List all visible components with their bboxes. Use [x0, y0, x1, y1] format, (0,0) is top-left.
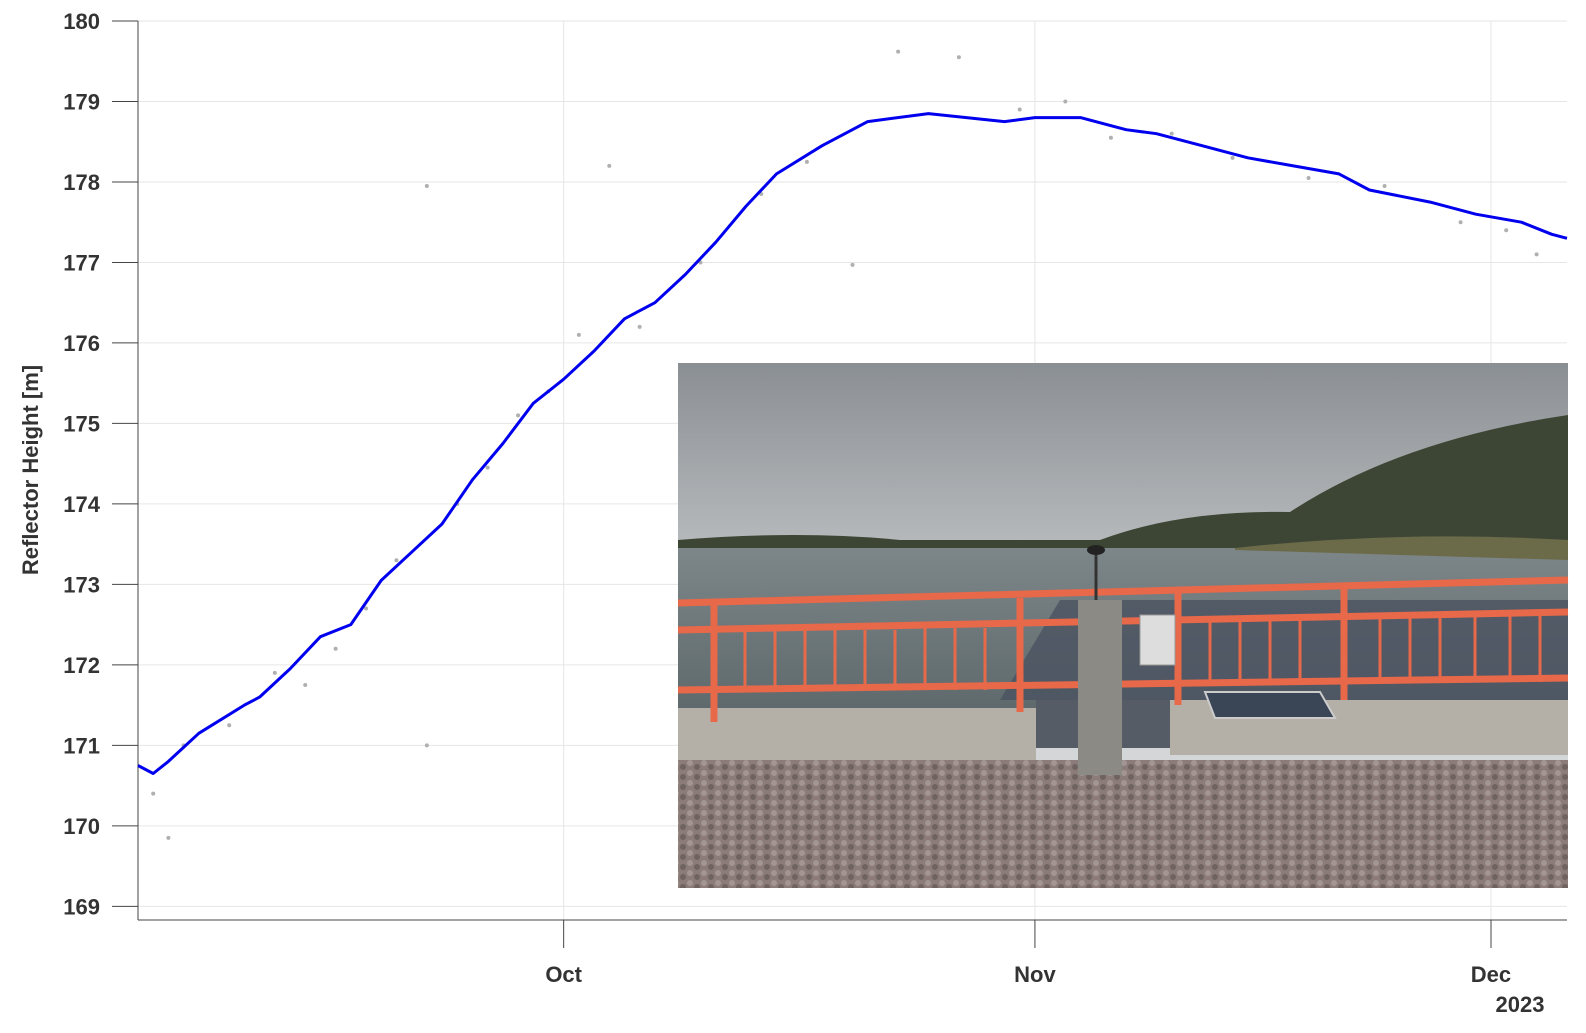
x-tick-label: Nov — [1014, 962, 1056, 987]
point — [227, 723, 232, 728]
y-tick-label: 171 — [63, 733, 100, 758]
point — [1063, 99, 1068, 104]
x-year-label: 2023 — [1496, 992, 1545, 1017]
point — [637, 324, 642, 329]
point — [424, 183, 429, 188]
point — [1504, 228, 1509, 233]
x-tick-label: Dec — [1471, 962, 1511, 987]
point — [364, 606, 369, 611]
point — [804, 159, 809, 164]
point — [151, 791, 156, 796]
inset-photo — [677, 363, 1569, 888]
y-tick-label: 180 — [63, 9, 100, 34]
point — [1169, 131, 1174, 136]
point — [516, 413, 521, 418]
line — [137, 112, 1568, 775]
point — [303, 682, 308, 687]
y-tick-label: 170 — [63, 814, 100, 839]
y-tick-label: 177 — [63, 250, 100, 275]
point — [1108, 135, 1113, 140]
point — [1534, 252, 1539, 257]
point — [607, 163, 612, 168]
y-axis-label: Reflector Height [m] — [18, 365, 43, 575]
y-tick-label: 172 — [63, 653, 100, 678]
point — [896, 49, 901, 54]
point — [485, 465, 490, 470]
point — [333, 646, 338, 651]
point — [1458, 220, 1463, 225]
point — [394, 558, 399, 563]
point — [576, 332, 581, 337]
point — [1230, 155, 1235, 160]
y-tick-label: 174 — [63, 492, 100, 517]
point — [1017, 107, 1022, 112]
point — [956, 55, 961, 60]
y-tick-label: 169 — [63, 894, 100, 919]
point — [850, 262, 855, 267]
point — [166, 835, 171, 840]
y-tick-label: 175 — [63, 411, 100, 436]
y-tick-label: 178 — [63, 170, 100, 195]
point — [272, 670, 277, 675]
point — [1382, 183, 1387, 188]
point — [424, 743, 429, 748]
y-tick-label: 176 — [63, 331, 100, 356]
point — [1306, 175, 1311, 180]
y-tick-label: 179 — [63, 89, 100, 114]
x-tick-label: Oct — [545, 962, 582, 987]
y-tick-label: 173 — [63, 572, 100, 597]
